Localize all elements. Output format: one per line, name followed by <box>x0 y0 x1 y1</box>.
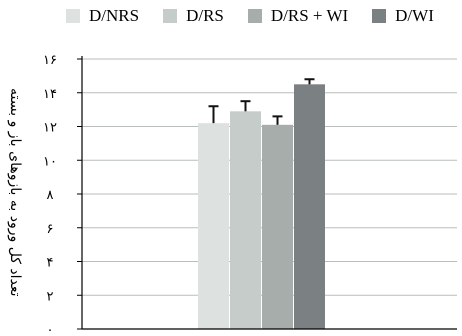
y-tick-label: ۶ <box>47 222 54 237</box>
legend-item-d-wi: D/WI <box>372 7 434 25</box>
bar <box>262 124 293 329</box>
y-tick-label: ۲ <box>47 289 54 304</box>
bar <box>294 84 325 329</box>
legend-swatch-d-wi <box>372 9 387 23</box>
y-tick-label: ۴ <box>47 256 54 271</box>
legend-label-d-rs: D/RS <box>186 6 224 25</box>
legend-item-d-nrs: D/NRS <box>66 7 139 25</box>
legend-swatch-d-nrs <box>66 9 80 23</box>
y-tick-label: ۱۴ <box>43 87 57 102</box>
y-axis-label: تعداد کل ورود به بازوهای باز و بسته <box>7 87 23 297</box>
legend-swatch-d-rs <box>163 9 178 23</box>
y-tick-label: ۱۶ <box>43 53 57 68</box>
bar <box>230 111 261 329</box>
legend-item-d-rs: D/RS <box>163 7 224 25</box>
y-tick-label: ۱۲ <box>43 121 57 136</box>
legend-label-d-nrs: D/NRS <box>89 6 140 25</box>
y-tick-label: ۸ <box>47 188 54 203</box>
legend-label-d-wi: D/WI <box>395 6 434 25</box>
legend: D/NRS D/RS D/RS + WI D/WI <box>66 7 434 25</box>
legend-swatch-d-rs-wi <box>247 9 262 23</box>
legend-item-d-rs-wi: D/RS + WI <box>247 6 349 25</box>
legend-label-d-rs-wi: D/RS + WI <box>270 6 349 25</box>
bar <box>198 123 229 329</box>
y-tick-label: ۱۰ <box>43 154 57 169</box>
y-tick-label: ۰ <box>47 323 54 336</box>
